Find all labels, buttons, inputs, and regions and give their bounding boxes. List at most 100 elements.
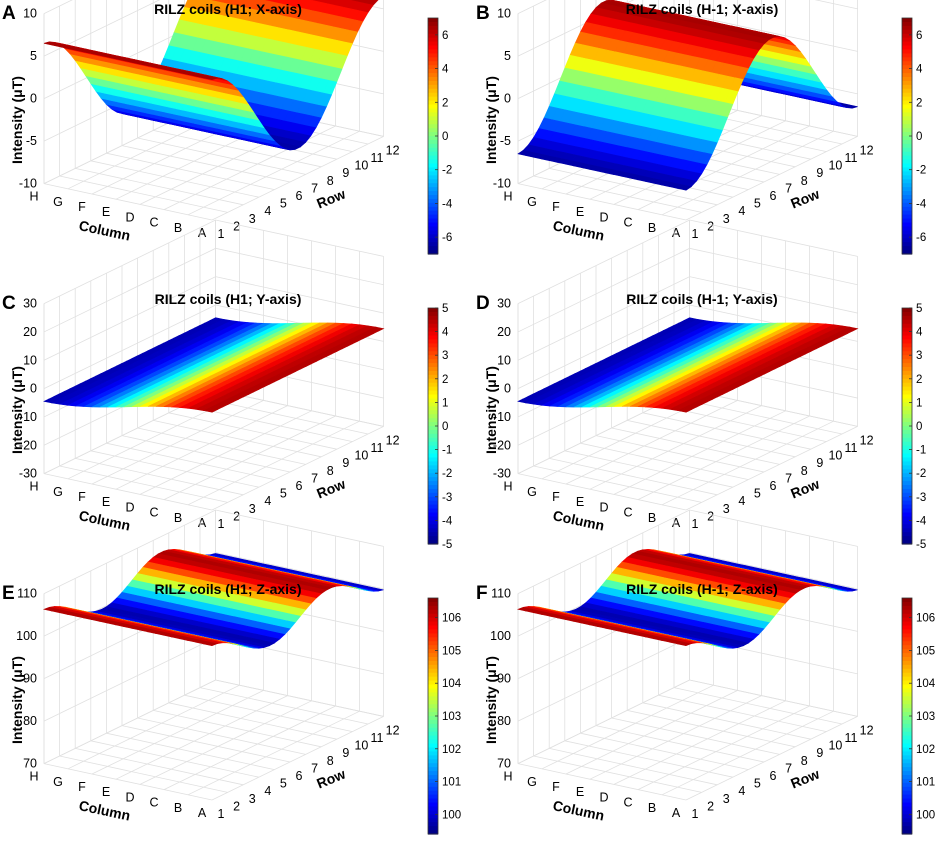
colorbar-step	[428, 21, 438, 27]
colorbar-step	[428, 88, 438, 94]
column-tick-label: D	[599, 500, 608, 514]
colorbar-step	[428, 617, 438, 623]
colorbar-step	[902, 73, 912, 78]
colorbar-step	[902, 343, 912, 348]
surface-cell	[203, 76, 218, 81]
chart-title: RILZ coils (H-1; Y-axis)	[626, 291, 777, 307]
colorbar-step	[428, 65, 438, 70]
colorbar-step	[902, 508, 912, 514]
colorbar-step	[428, 649, 438, 654]
colorbar-step	[428, 230, 438, 235]
row-tick-label: 6	[770, 769, 777, 783]
colorbar-step	[902, 250, 912, 255]
row-tick-label: 11	[371, 731, 384, 745]
column-tick-label: A	[198, 806, 207, 820]
colorbar-tick-label: 4	[442, 327, 449, 339]
colorbar-step	[428, 782, 438, 788]
row-tick-label: 7	[785, 471, 792, 485]
colorbar-step	[902, 394, 912, 400]
colorbar-step	[902, 617, 912, 623]
colorbar-step	[428, 96, 438, 102]
column-tick-label: D	[599, 790, 608, 804]
colorbar-step	[902, 520, 912, 525]
colorbar-step	[902, 743, 912, 749]
colorbar-step	[902, 214, 912, 220]
colorbar-step	[428, 108, 438, 113]
colorbar-step	[428, 759, 438, 764]
colorbar-tick-label: -6	[916, 232, 926, 244]
colorbar-step	[902, 782, 912, 788]
row-tick-label: 5	[754, 197, 761, 211]
colorbar-tick-label: 0	[442, 421, 448, 433]
colorbar-step	[902, 104, 912, 110]
colorbar-step	[902, 163, 912, 169]
colorbar-step	[902, 731, 912, 737]
column-tick-label: B	[648, 511, 656, 525]
z-tick-label: 110	[491, 587, 511, 601]
z-tick-label: -10	[19, 410, 37, 424]
surface	[517, 0, 858, 191]
colorbar-step	[428, 246, 438, 251]
column-axis-label: Column	[551, 217, 605, 243]
row-tick-label: 3	[723, 792, 730, 806]
colorbar-step	[902, 41, 912, 47]
colorbar-tick-label: 2	[442, 374, 448, 386]
colorbar-step	[428, 751, 438, 756]
colorbar-step	[428, 485, 438, 490]
colorbar-tick-label: -2	[442, 165, 452, 177]
z-tick-label: 5	[504, 49, 511, 63]
colorbar-step	[428, 437, 438, 443]
colorbar-step	[428, 206, 438, 212]
colorbar-step	[428, 61, 438, 66]
colorbar-step	[428, 798, 438, 804]
colorbar-step	[428, 712, 438, 717]
colorbar-step	[902, 390, 912, 396]
row-tick-label: 10	[354, 449, 368, 463]
colorbar-step	[902, 492, 912, 498]
colorbar-step	[428, 637, 438, 642]
row-tick-label: 6	[770, 479, 777, 493]
colorbar-step	[902, 410, 912, 415]
colorbar-step	[428, 641, 438, 646]
colorbar-step	[902, 653, 912, 658]
row-tick-label: 8	[327, 464, 334, 478]
colorbar-step	[428, 676, 438, 682]
colorbar-step	[902, 794, 912, 800]
colorbar-step	[428, 731, 438, 737]
colorbar-step	[902, 625, 912, 631]
colorbar-step	[428, 53, 438, 58]
row-tick-label: 9	[342, 746, 349, 760]
colorbar-step	[902, 767, 912, 772]
colorbar-tick-label: 4	[916, 327, 923, 339]
column-tick-label: B	[174, 511, 182, 525]
colorbar-step	[428, 234, 438, 239]
row-tick-label: 8	[327, 754, 334, 768]
column-tick-label: H	[29, 770, 38, 784]
colorbar-step	[428, 77, 438, 82]
colorbar-step	[428, 136, 438, 141]
colorbar-step	[428, 540, 438, 545]
row-tick-label: 11	[845, 151, 858, 165]
colorbar-step	[428, 363, 438, 368]
column-tick-label: C	[623, 216, 632, 230]
colorbar-step	[428, 159, 438, 165]
colorbar-step	[428, 723, 438, 729]
row-tick-label: 3	[723, 212, 730, 226]
colorbar-tick-label: 106	[916, 613, 935, 625]
colorbar-step	[428, 426, 438, 431]
column-tick-label: C	[149, 216, 158, 230]
colorbar-tick-label: 0	[916, 421, 922, 433]
colorbar-tick-label: 101	[916, 777, 935, 789]
colorbar-step	[428, 120, 438, 125]
row-tick-label: 1	[218, 227, 225, 241]
row-axis-label: Row	[314, 766, 347, 792]
colorbar-step	[428, 488, 438, 494]
column-tick-label: G	[53, 485, 63, 499]
colorbar-step	[902, 45, 912, 51]
colorbar-step	[428, 775, 438, 780]
panel-letter: B	[476, 3, 490, 24]
colorbar-step	[428, 625, 438, 631]
column-axis-label: Column	[77, 217, 131, 243]
